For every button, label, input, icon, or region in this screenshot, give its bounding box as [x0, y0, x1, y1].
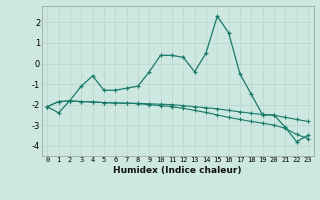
- X-axis label: Humidex (Indice chaleur): Humidex (Indice chaleur): [113, 166, 242, 175]
